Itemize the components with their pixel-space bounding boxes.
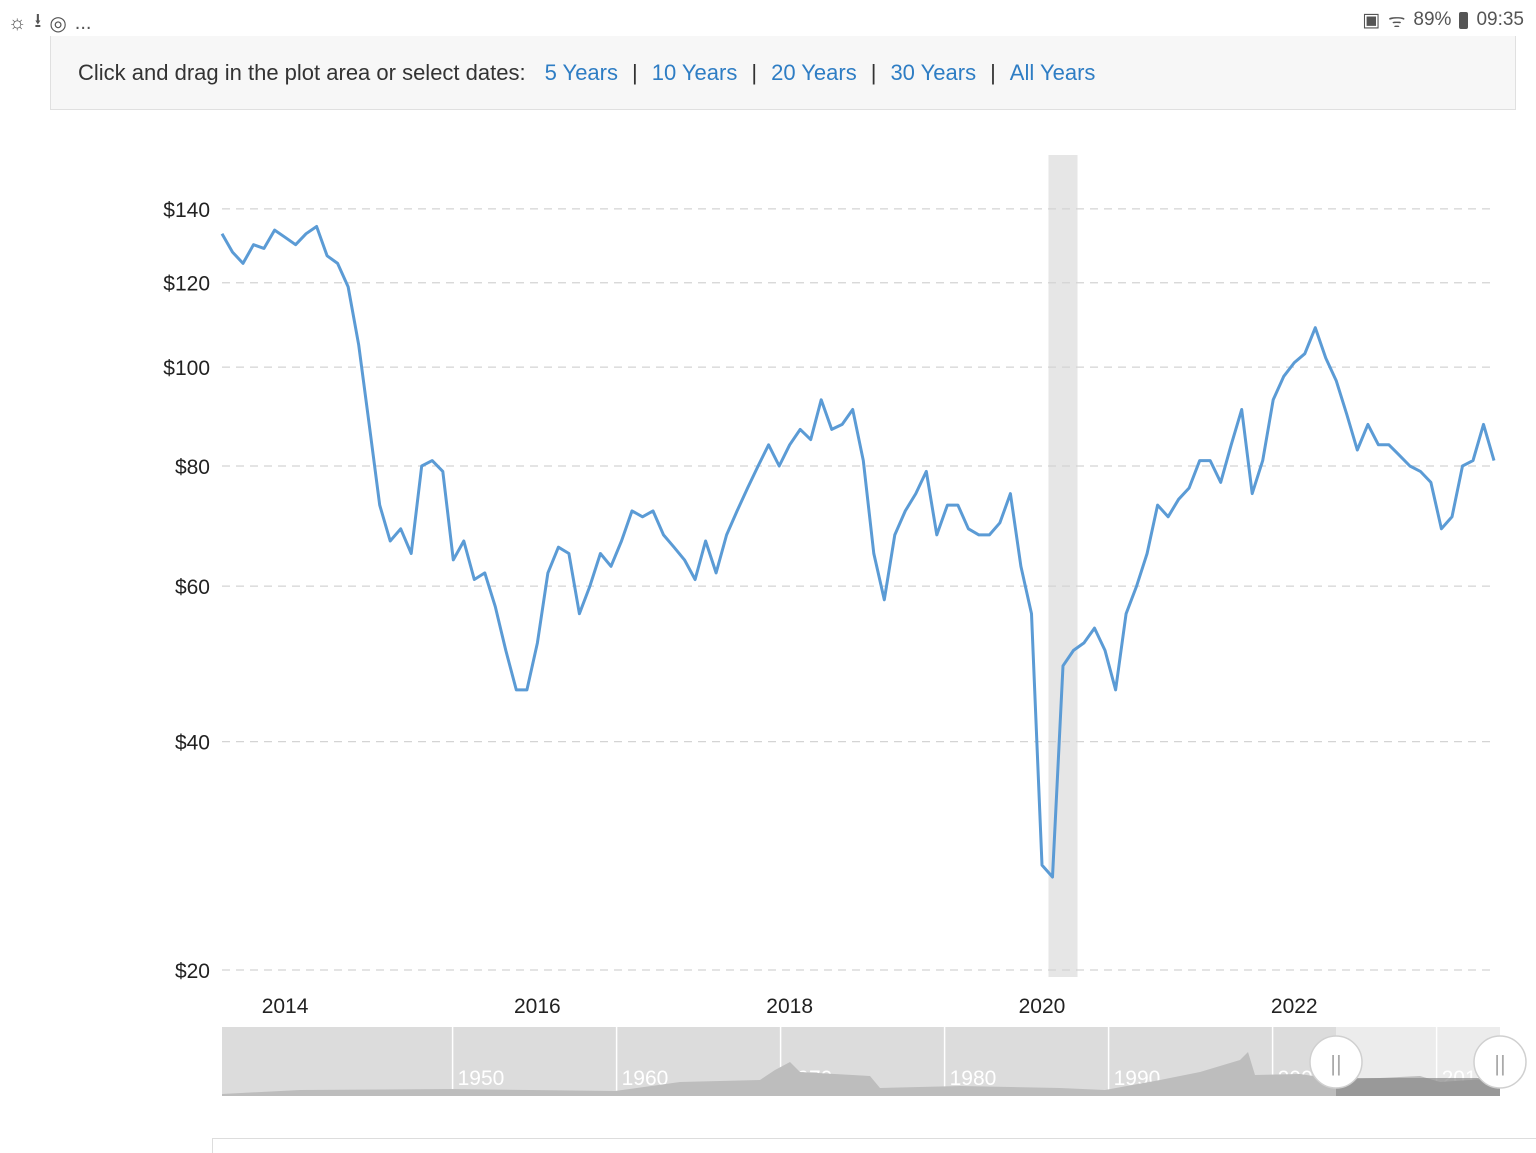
zoom-separator: |: [870, 59, 877, 85]
y-tick-label: $40: [175, 732, 210, 755]
x-tick-label: 2014: [262, 995, 309, 1018]
zoom-20-years[interactable]: 20 Years: [771, 59, 857, 85]
zoom-10-years[interactable]: 10 Years: [651, 59, 738, 85]
y-axis: $20 $40 $60 $80 $100 $120 $140: [163, 199, 210, 983]
handle-grip-icon: ||: [1330, 1051, 1341, 1076]
x-tick-label: 2020: [1019, 995, 1066, 1018]
zoom-separator: |: [632, 59, 638, 85]
battery-icon: [1459, 11, 1469, 29]
zoom-separator: |: [751, 59, 758, 85]
zoom-5-years[interactable]: 5 Years: [544, 59, 618, 85]
more-notifications: ...: [74, 11, 92, 34]
y-tick-label: $140: [163, 199, 210, 222]
navigator-label: 1980: [950, 1067, 997, 1090]
weather-icon: ☼: [8, 11, 27, 34]
price-line: [220, 225, 1496, 879]
handle-grip-icon: ||: [1494, 1051, 1505, 1076]
zoom-30-years[interactable]: 30 Years: [890, 59, 977, 85]
y-tick-label: $100: [163, 357, 210, 380]
zoom-all-years[interactable]: All Years: [1009, 59, 1096, 85]
zoom-bar: Click and drag in the plot area or selec…: [50, 36, 1516, 110]
sync-icon: ◎: [49, 12, 67, 35]
status-bar: ☼ ⭳ ◎ ... ▣ ᯤ 89% 09:35: [0, 0, 1536, 36]
status-bar-left: ☼ ⭳ ◎ ...: [8, 6, 91, 40]
y-tick-label: $120: [163, 273, 210, 296]
y-tick-label: $80: [175, 456, 210, 479]
wifi-icon: ᯤ: [1388, 11, 1406, 32]
clock: 09:35: [1476, 9, 1524, 30]
navigator[interactable]: 19501960197019801990200020102020||||: [222, 1027, 1536, 1096]
navigator-left-handle[interactable]: [1309, 1035, 1363, 1089]
battery-percent: 89%: [1413, 9, 1452, 30]
zoom-prompt: Click and drag in the plot area or selec…: [78, 59, 526, 85]
navigator-area: [222, 1052, 1500, 1096]
plot-area[interactable]: [219, 223, 1497, 879]
zoom-separator: |: [990, 59, 996, 85]
navigator-label: 1950: [458, 1067, 505, 1090]
y-tick-label: $20: [175, 960, 210, 983]
navigator-selected-area: [1336, 1078, 1500, 1096]
navigator-right-handle[interactable]: [1473, 1035, 1527, 1089]
x-axis: 2014 2016 2018 2020 2022: [262, 995, 1318, 1018]
grid-layer: [222, 208, 1494, 971]
bottom-panel-edge: [212, 1138, 1536, 1153]
navigator-label: 1960: [622, 1067, 669, 1090]
x-tick-label: 2022: [1271, 995, 1318, 1018]
y-tick-label: $60: [175, 576, 210, 599]
status-bar-right: ▣ ᯤ 89% 09:35: [1362, 7, 1524, 33]
x-tick-label: 2018: [766, 995, 813, 1018]
x-tick-label: 2016: [514, 995, 561, 1018]
download-icon: ⭳: [34, 10, 42, 32]
lock-icon: ▣: [1362, 9, 1381, 31]
